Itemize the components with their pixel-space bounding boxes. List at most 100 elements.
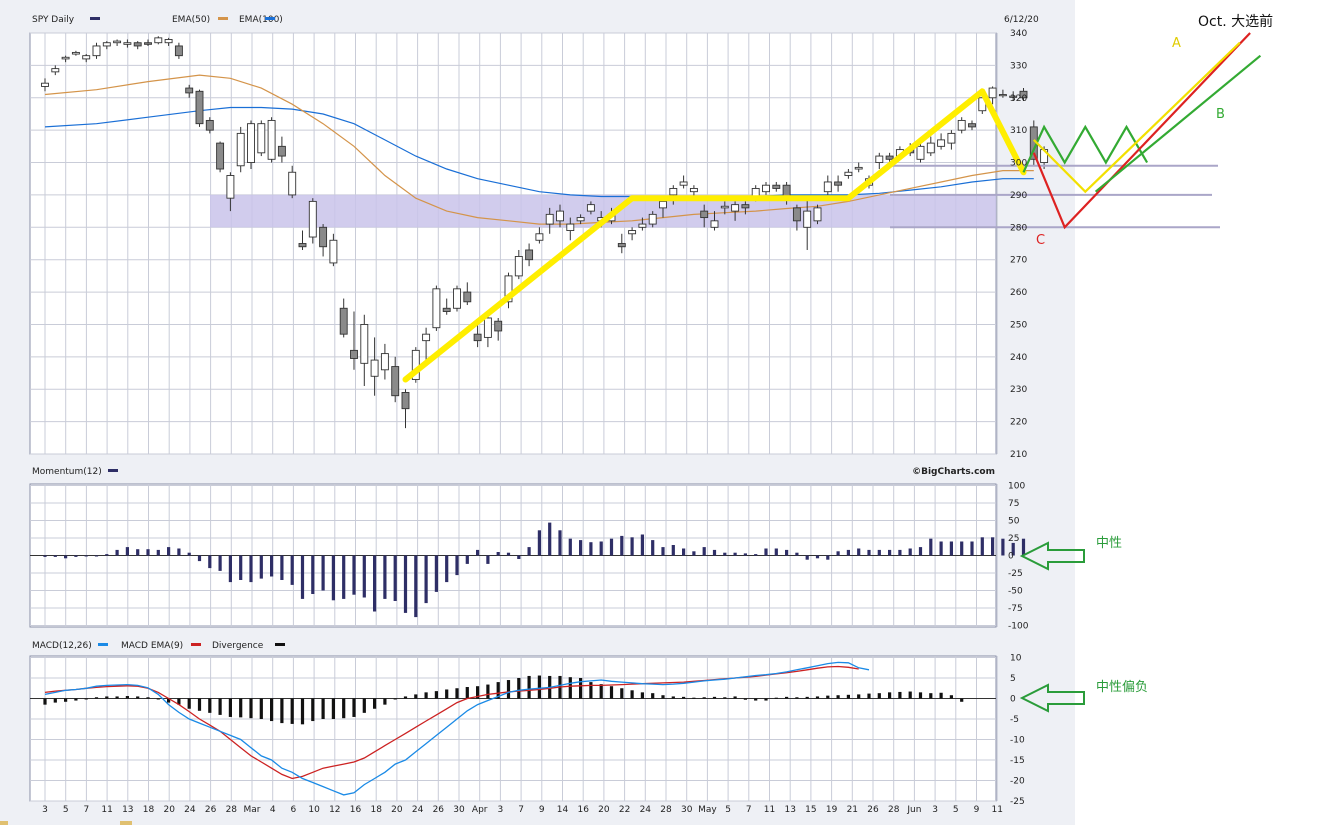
candle-body	[174, 45, 183, 57]
momentum-bar	[908, 548, 912, 556]
candle	[885, 152, 894, 163]
macd-tick-label: 0	[1010, 695, 1016, 705]
candle	[710, 211, 719, 231]
momentum-bar	[620, 535, 624, 556]
x-tick-label: 3	[498, 805, 504, 815]
candle	[133, 41, 142, 50]
candle	[648, 211, 657, 228]
x-tick-label: 30	[453, 805, 465, 815]
candle-body	[226, 175, 235, 199]
divergence-bar	[764, 698, 768, 701]
momentum-bar	[991, 537, 995, 556]
candle	[803, 198, 812, 250]
divergence-bar	[651, 693, 655, 699]
momentum-bar	[228, 555, 232, 583]
macd-tick-label: 5	[1010, 674, 1016, 684]
candle-body	[1019, 90, 1028, 99]
candle-body	[854, 166, 863, 170]
candle-body	[772, 184, 781, 189]
candle	[277, 136, 286, 163]
divergence-bar	[805, 696, 809, 699]
divergence-bar	[496, 682, 500, 699]
candle	[401, 389, 410, 429]
divergence-bar	[445, 689, 449, 699]
x-tick-label: 13	[122, 805, 133, 815]
momentum-bar	[403, 555, 408, 613]
chart-date: 6/12/20	[1004, 15, 1039, 25]
status-marker-left	[0, 821, 8, 825]
divergence-bar	[579, 678, 583, 699]
divergence-bar	[743, 698, 747, 700]
divergence-bar	[908, 691, 912, 699]
candle-body	[277, 145, 286, 157]
candle-body	[535, 233, 544, 241]
momentum-bar	[630, 537, 634, 556]
macd-label: MACD(12,26)	[32, 641, 92, 651]
momentum-bar	[537, 530, 541, 556]
divergence-bar	[898, 691, 902, 699]
divergence-bar	[300, 698, 305, 725]
divergence-bar	[836, 695, 840, 699]
momentum-bar	[661, 547, 665, 556]
price-tick-label: 340	[1010, 29, 1027, 39]
divergence-bar	[455, 688, 459, 699]
momentum-bar	[733, 552, 737, 556]
divergence-bar	[136, 696, 140, 699]
divergence-bar	[249, 698, 253, 719]
scenario-c-line	[1032, 32, 1251, 230]
divergence-bar	[280, 698, 284, 724]
candle-body	[648, 213, 657, 225]
candle-body	[360, 324, 369, 364]
momentum-bar	[270, 555, 274, 577]
divergence-bar	[105, 696, 109, 699]
divergence-bar	[609, 686, 614, 699]
candle-body	[968, 123, 976, 128]
divergence-bar	[640, 692, 644, 699]
momentum-bar	[249, 555, 253, 583]
candle	[494, 317, 503, 341]
divergence-bar	[620, 688, 624, 699]
price-tick-label: 260	[1010, 288, 1027, 298]
momentum-bar	[857, 548, 861, 556]
annotation-title: Oct. 大选前	[1198, 13, 1273, 30]
momentum-bar	[208, 555, 212, 569]
candle	[226, 172, 235, 212]
momentum-bar	[774, 548, 778, 556]
scenario-a-line	[1033, 41, 1241, 194]
candle-body	[483, 317, 492, 338]
divergence-bar	[661, 695, 665, 699]
x-tick-label: 26	[867, 805, 879, 815]
candle-body	[823, 181, 832, 193]
momentum-note: 中性	[1096, 536, 1122, 551]
momentum-bar	[486, 555, 490, 564]
x-tick-label: 11	[991, 805, 1002, 815]
candle	[813, 204, 822, 225]
macd-tick-label: -20	[1010, 777, 1025, 787]
candle	[957, 117, 966, 134]
candle-body	[947, 132, 956, 144]
candle	[319, 224, 328, 257]
candle	[576, 214, 585, 225]
divergence-bar	[84, 698, 88, 700]
candle	[216, 141, 225, 173]
momentum-bar	[445, 555, 449, 583]
candle-body	[380, 353, 389, 371]
candle-body	[710, 220, 719, 228]
macd-arrow	[1019, 683, 1085, 713]
momentum-bar	[846, 549, 850, 556]
candle-body	[813, 207, 822, 222]
x-tick-label: 5	[725, 805, 731, 815]
momentum-bar	[815, 555, 820, 559]
price-tick-label: 270	[1010, 256, 1027, 266]
momentum-bar	[342, 555, 346, 599]
trend-annotations	[402, 32, 1262, 383]
momentum-bar	[496, 552, 500, 556]
x-tick-label: Jun	[906, 805, 921, 815]
momentum-bar	[362, 555, 366, 598]
momentum-legend-swatch	[108, 469, 118, 472]
candle-body	[679, 181, 688, 186]
x-tick-label: 9	[974, 805, 980, 815]
divergence-bar	[146, 697, 150, 699]
x-tick-label: 14	[557, 805, 569, 815]
candle-body	[123, 42, 132, 45]
